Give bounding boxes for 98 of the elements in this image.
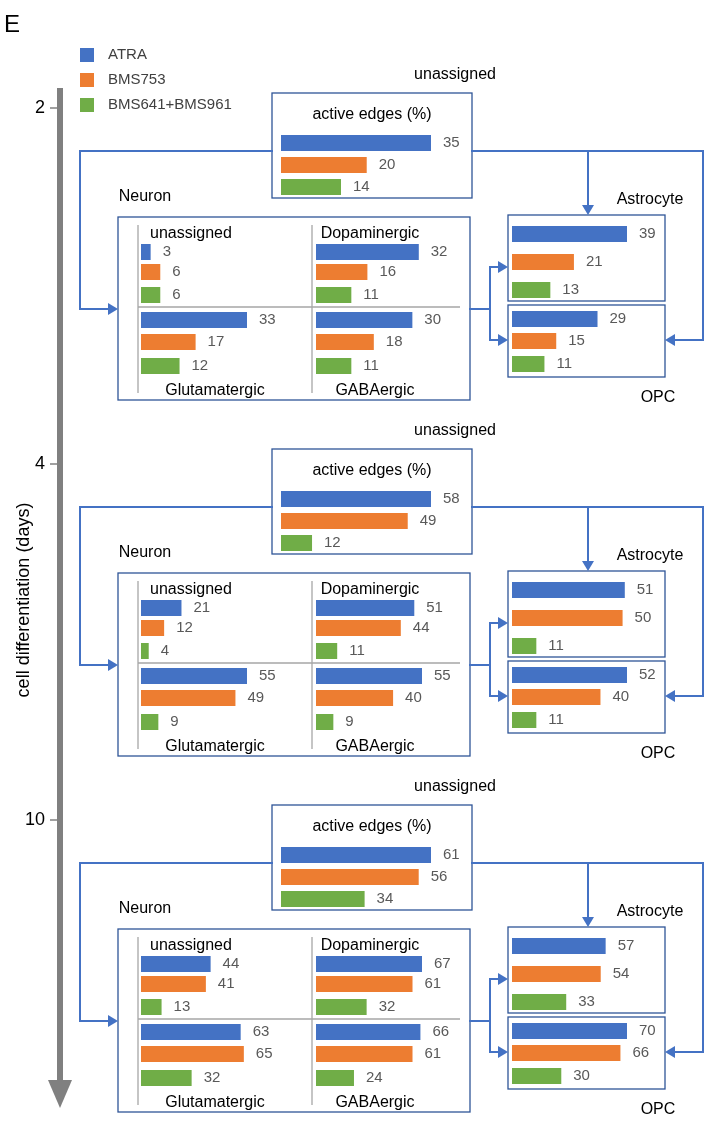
data-label: 15 [568, 330, 585, 348]
data-label: 16 [379, 261, 397, 279]
text: Glutamatergic [165, 737, 265, 755]
data-label: 11 [548, 709, 564, 727]
data-label: 49 [419, 510, 437, 528]
data-label: 67 [434, 953, 451, 971]
category-label: ATRA [108, 44, 147, 62]
text: Astrocyte [616, 546, 684, 564]
data-label: 9 [170, 711, 179, 729]
text: cell differentiation (days) [12, 502, 33, 698]
text: GABAergic [335, 381, 415, 399]
text: unassigned [414, 65, 496, 83]
data-label: 32 [378, 996, 396, 1014]
chart-title: Dopaminergic [320, 224, 420, 242]
data-label: 54 [612, 963, 630, 981]
text: unassigned [414, 777, 496, 795]
data-label: 21 [585, 251, 603, 269]
data-label: 58 [443, 488, 460, 506]
category-label: 2 [34, 96, 45, 117]
data-label: 14 [353, 176, 370, 194]
data-label: 6 [172, 261, 181, 279]
data-label: 57 [617, 935, 635, 953]
data-label: 18 [385, 331, 403, 349]
text: Astrocyte [616, 190, 684, 208]
data-label: 49 [247, 687, 265, 705]
data-label: 17 [207, 331, 225, 349]
text: GABAergic [335, 737, 415, 755]
data-label: 3 [162, 241, 171, 259]
data-label: 50 [634, 607, 652, 625]
data-label: 11 [548, 635, 564, 653]
chart-title: unassigned [150, 580, 232, 598]
text: E [4, 10, 21, 38]
data-label: 29 [609, 308, 627, 326]
data-label: 61 [424, 973, 442, 991]
data-label: 34 [376, 888, 394, 906]
data-label: 33 [578, 991, 595, 1009]
text: Glutamatergic [165, 1093, 265, 1111]
data-label: 61 [443, 844, 460, 862]
text: Neuron [118, 543, 172, 561]
data-label: 20 [378, 154, 396, 172]
data-label: 11 [363, 284, 379, 302]
data-label: 32 [203, 1067, 221, 1085]
chart-title: active edges (%) [312, 461, 432, 479]
chart-title: unassigned [150, 224, 232, 242]
data-label: 24 [365, 1067, 383, 1085]
chart-title: Dopaminergic [320, 580, 420, 598]
text: OPC [640, 744, 676, 762]
data-label: 55 [259, 665, 276, 683]
data-label: 11 [349, 640, 365, 658]
data-label: 51 [426, 597, 443, 615]
text: unassigned [414, 421, 496, 439]
category-label: BMS753 [108, 69, 166, 87]
data-label: 35 [443, 132, 460, 150]
text: OPC [640, 388, 676, 406]
data-label: 30 [424, 309, 442, 327]
data-label: 30 [573, 1065, 590, 1083]
category-label: BMS641+BMS961 [108, 94, 232, 112]
data-label: 39 [639, 223, 656, 241]
data-label: 44 [412, 617, 430, 635]
data-label: 40 [612, 686, 630, 704]
text: OPC [640, 1100, 676, 1118]
data-label: 12 [176, 617, 193, 635]
data-label: 9 [345, 711, 354, 729]
data-label: 33 [259, 309, 276, 327]
data-label: 12 [191, 355, 209, 373]
data-label: 61 [424, 1043, 442, 1061]
data-label: 52 [639, 664, 656, 682]
data-label: 40 [405, 687, 422, 705]
data-label: 44 [222, 953, 240, 971]
category-label: 4 [34, 452, 45, 473]
data-label: 4 [160, 640, 170, 658]
data-label: 63 [252, 1021, 270, 1039]
chart-title: unassigned [150, 936, 232, 954]
data-label: 65 [255, 1043, 273, 1061]
data-label: 55 [434, 665, 451, 683]
text: Neuron [118, 899, 172, 917]
data-label: 66 [432, 1021, 450, 1039]
chart-title: active edges (%) [312, 105, 432, 123]
data-label: 13 [562, 279, 580, 297]
data-label: 12 [324, 532, 341, 550]
text: Astrocyte [616, 902, 684, 920]
chart-title: active edges (%) [312, 817, 432, 835]
data-label: 66 [632, 1042, 650, 1060]
data-label: 6 [172, 284, 181, 302]
data-label: 11 [556, 353, 573, 371]
data-label: 32 [430, 241, 448, 259]
category-label: 10 [24, 808, 45, 829]
data-label: 51 [636, 579, 654, 597]
data-label: 41 [217, 973, 235, 991]
text: Neuron [118, 187, 172, 205]
data-label: 21 [193, 597, 211, 615]
text: Glutamatergic [165, 381, 265, 399]
data-label: 11 [363, 355, 379, 373]
text: GABAergic [335, 1093, 415, 1111]
chart-title: Dopaminergic [320, 936, 420, 954]
data-label: 70 [639, 1020, 656, 1038]
data-label: 56 [430, 866, 448, 884]
data-label: 13 [173, 996, 191, 1014]
